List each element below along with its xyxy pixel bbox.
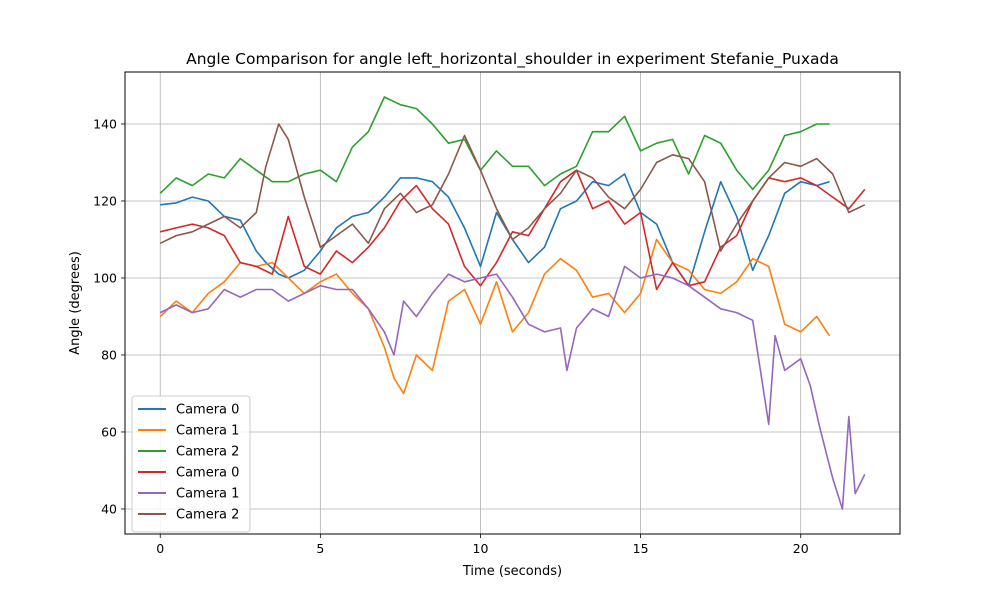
- legend-label-3: Camera 0: [176, 466, 239, 481]
- ticks: 0 5 10 15 20 40 60 80 100 120 140: [93, 116, 809, 556]
- legend-label-4: Camera 1: [176, 487, 239, 502]
- y-tick-label-5: 140: [93, 116, 117, 131]
- y-tick-label-3: 100: [93, 270, 117, 285]
- plot-frame: [124, 71, 901, 535]
- series-layer: [159, 96, 866, 510]
- x-tick-label-4: 20: [793, 541, 809, 556]
- series-line-2: [159, 96, 830, 194]
- x-tick-label-0: 0: [156, 541, 164, 556]
- x-tick-label-3: 15: [633, 541, 649, 556]
- series-line-4: [159, 265, 866, 510]
- series-line-5: [159, 123, 866, 252]
- y-axis-label: Angle (degrees): [68, 251, 83, 355]
- y-tick-label-4: 120: [93, 193, 117, 208]
- legend-label-5: Camera 2: [176, 508, 239, 523]
- series-line-3: [160, 169, 866, 291]
- legend-label-2: Camera 2: [176, 445, 239, 460]
- y-tick-label-1: 60: [101, 424, 117, 439]
- legend-label-1: Camera 1: [176, 424, 239, 439]
- legend: Camera 0 Camera 1 Camera 2 Camera 0 Camera 1…: [131, 395, 251, 533]
- x-tick-label-1: 5: [316, 541, 324, 556]
- y-tick-label-0: 40: [101, 501, 117, 516]
- series-line-0: [160, 173, 830, 287]
- x-tick-label-2: 10: [473, 541, 489, 556]
- legend-label-0: Camera 0: [176, 403, 239, 418]
- y-tick-label-2: 80: [101, 347, 117, 362]
- grid: [125, 72, 900, 534]
- chart-title: Angle Comparison for angle left_horizont…: [186, 50, 839, 69]
- x-axis-label: Time (seconds): [462, 564, 562, 579]
